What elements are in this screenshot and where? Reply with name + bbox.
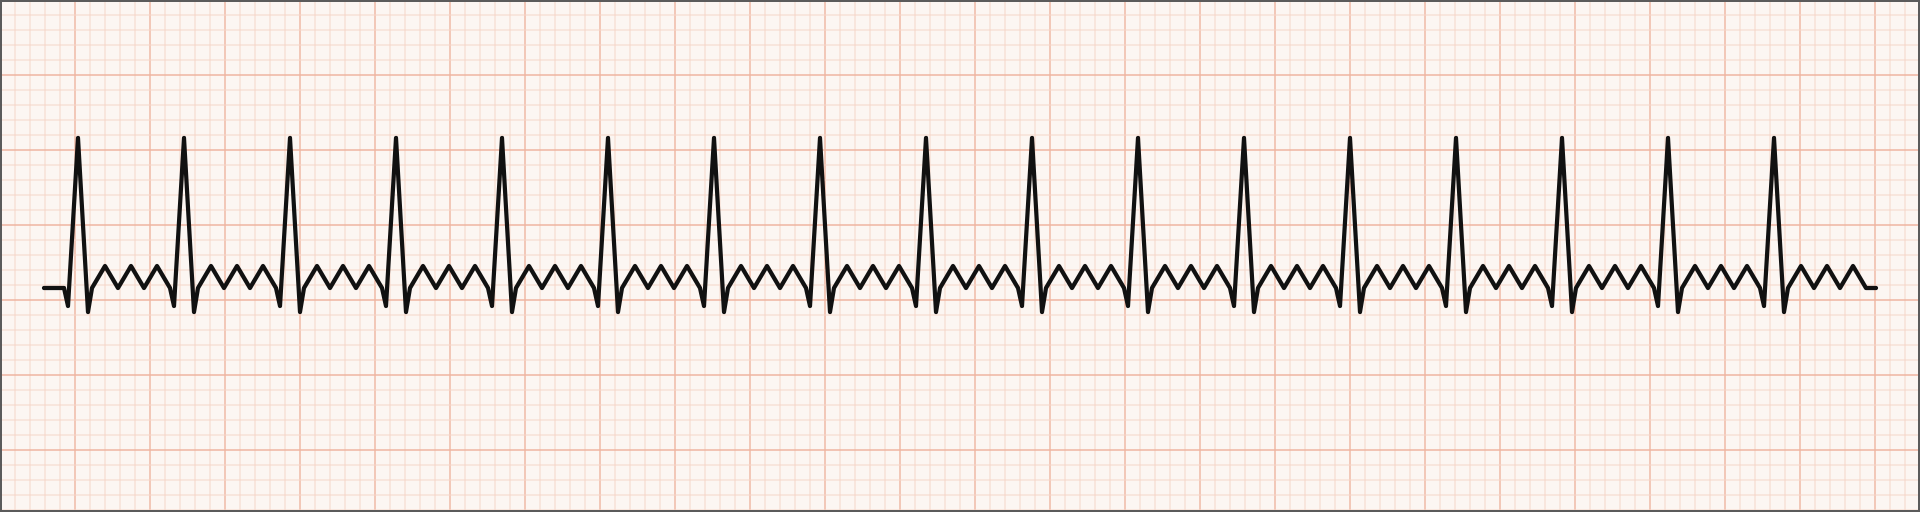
ecg-strip <box>0 0 1920 512</box>
ecg-svg <box>0 0 1920 512</box>
